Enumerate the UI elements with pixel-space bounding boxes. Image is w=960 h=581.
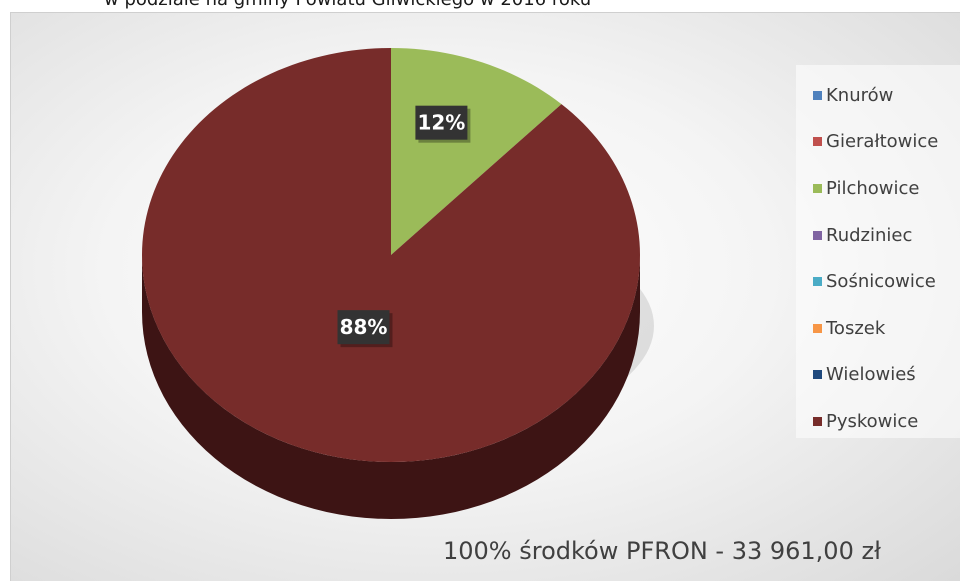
legend-swatch (813, 90, 822, 100)
legend-label: Sośnicowice (826, 271, 936, 293)
pie-top (142, 48, 640, 462)
legend-item-pyskowice: Pyskowice (796, 398, 960, 445)
legend-label: Rudziniec (826, 224, 913, 246)
legend-swatch (813, 277, 822, 287)
legend-label: Pilchowice (826, 177, 920, 199)
data-label-pyskowice: 88% (337, 310, 393, 348)
chart-area: 12% 88% Knurów Gierałtowice Pilchowice Rudzi… (10, 12, 960, 581)
pie-slice-pyskowice (142, 48, 640, 462)
legend-item-toszek: Toszek (796, 305, 960, 352)
legend-swatch (813, 416, 822, 426)
legend: Knurów Gierałtowice Pilchowice Rudziniec Soś… (796, 65, 960, 438)
legend-swatch (813, 323, 822, 333)
data-label-pilchowice: 12% (415, 105, 471, 143)
legend-item-wielowies: Wielowieś (796, 352, 960, 399)
pie-slice-pilchowice (391, 48, 562, 255)
chart-caption: w podziale na gminy Powiatu Gliwickiego … (104, 0, 591, 10)
legend-label: Wielowieś (826, 364, 916, 386)
legend-item-knurow: Knurów (796, 72, 960, 119)
legend-label: Pyskowice (826, 410, 919, 432)
svg-text:12%: 12% (417, 111, 465, 135)
legend-swatch (813, 137, 822, 147)
legend-label: Toszek (826, 317, 886, 339)
pie-side-pyskowice (142, 255, 640, 519)
pie-chart: 12% 88% (142, 48, 654, 519)
legend-item-pilchowice: Pilchowice (796, 165, 960, 212)
legend-item-rudziniec: Rudziniec (796, 212, 960, 259)
pie-data-labels: 12% 88% (337, 105, 471, 348)
legend-item-sosnicowice: Sośnicowice (796, 258, 960, 305)
legend-swatch (813, 230, 822, 240)
legend-swatch (813, 370, 822, 380)
legend-swatch (813, 183, 822, 193)
svg-text:88%: 88% (340, 315, 388, 339)
legend-item-gieraltowice: Gierałtowice (796, 119, 960, 166)
legend-label: Knurów (826, 84, 894, 106)
legend-label: Gierałtowice (826, 131, 939, 153)
funding-total-note: 100% środków PFRON - 33 961,00 zł (443, 537, 881, 565)
